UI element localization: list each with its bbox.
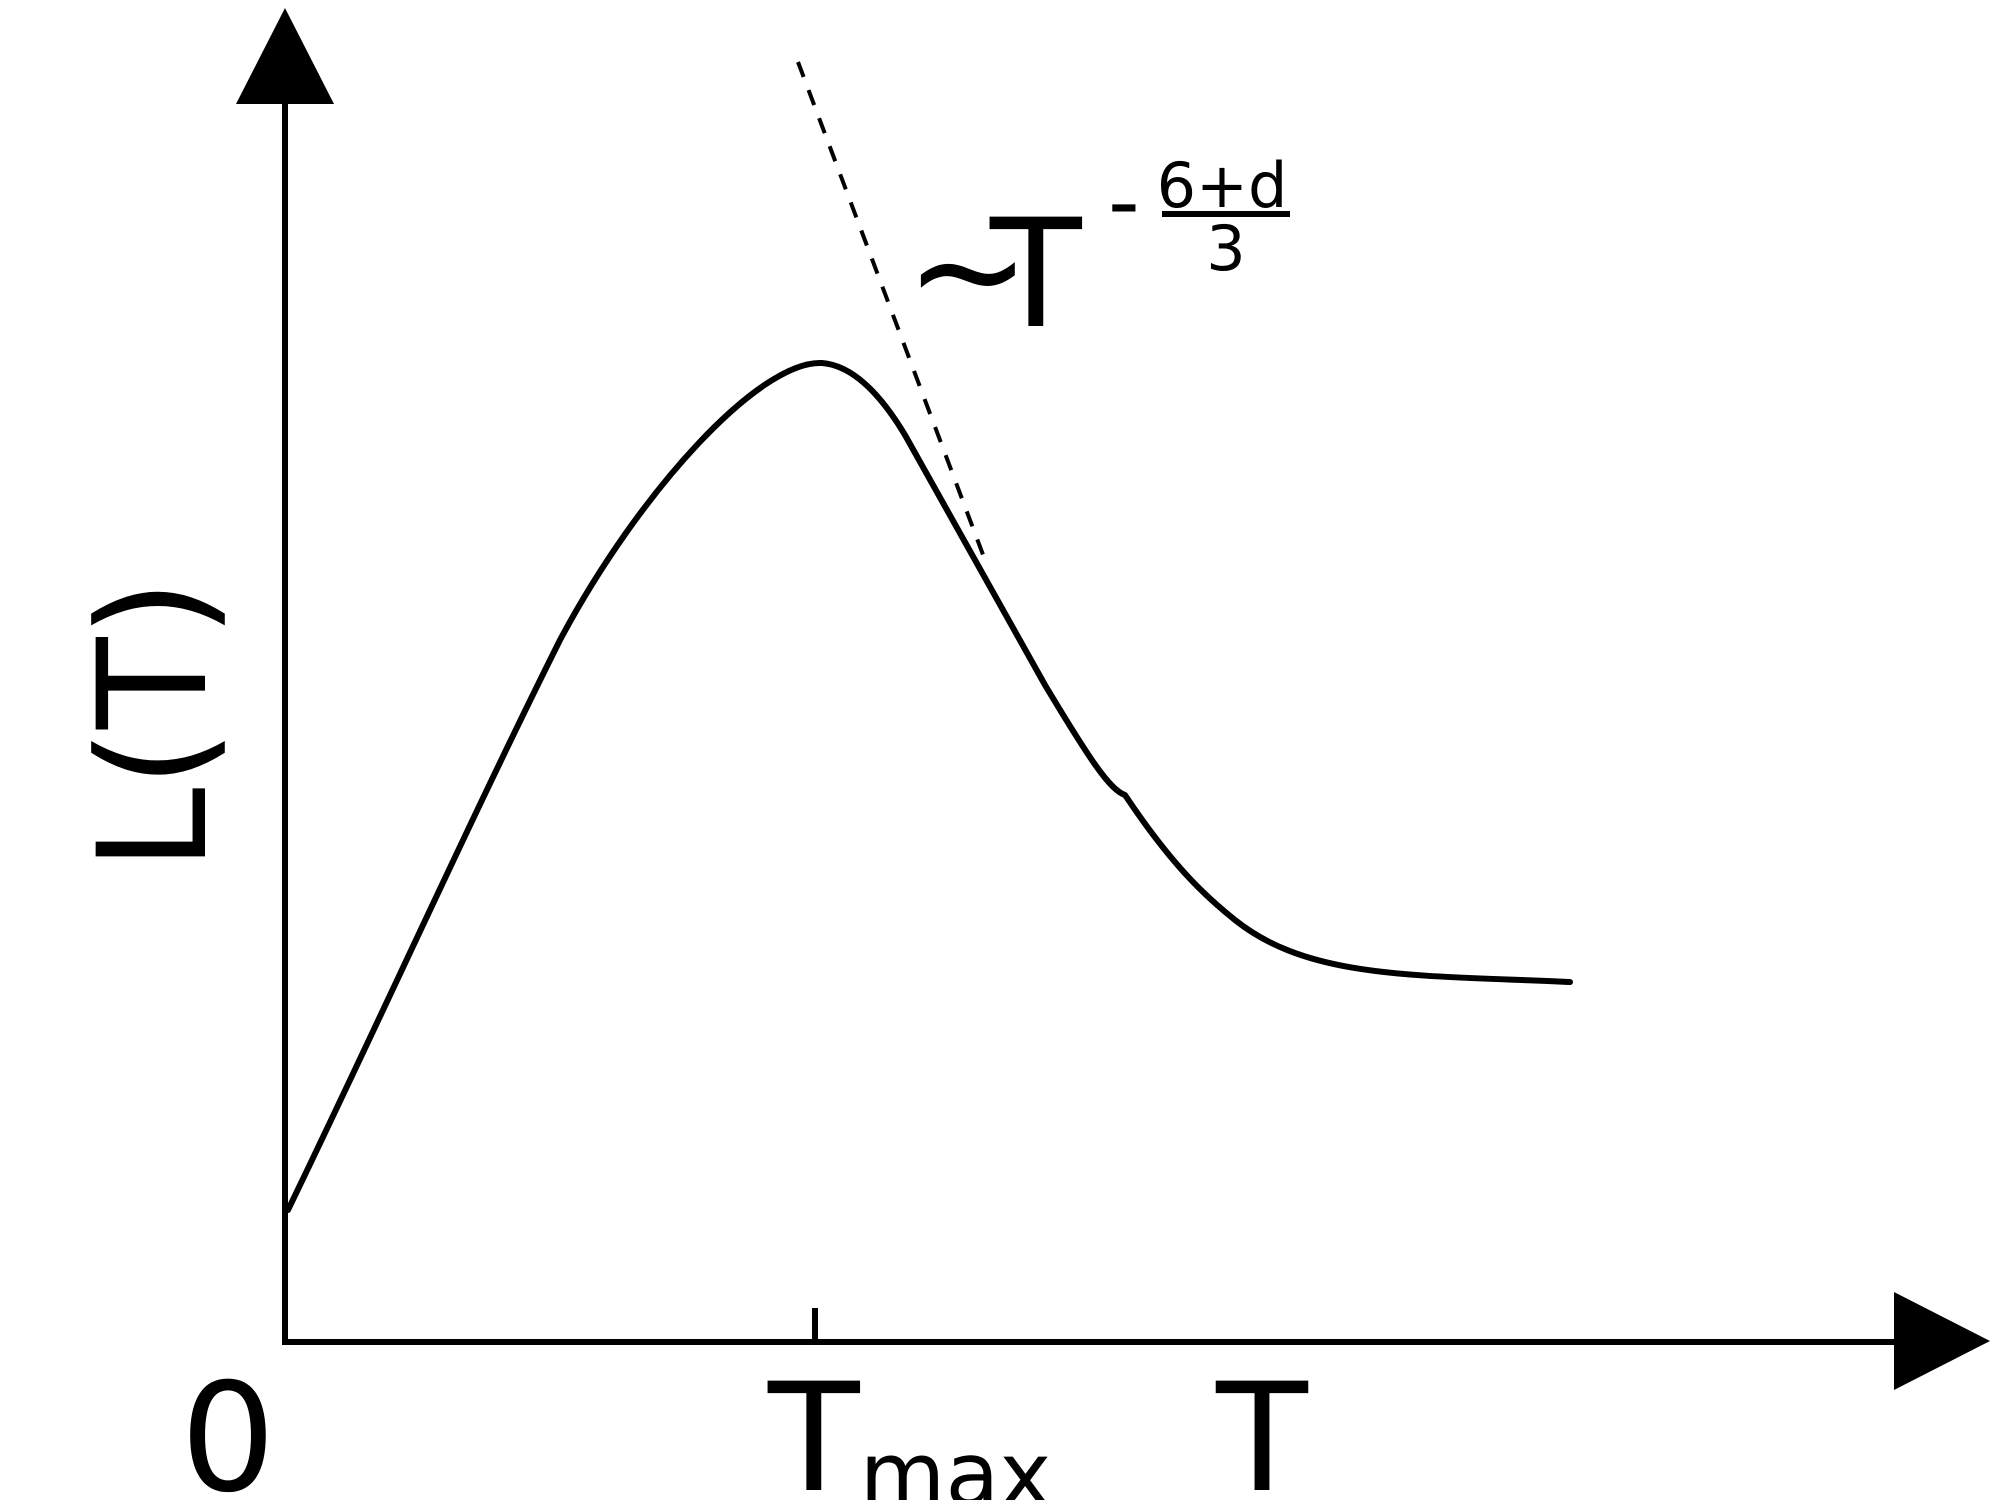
luminosity-curve [285, 359, 1573, 1213]
tmax-label: Tmax [767, 1352, 1051, 1500]
x-axis-label: T [1215, 1352, 1309, 1500]
y-axis-arrowhead [236, 8, 334, 104]
tmax-label-main: T [767, 1352, 861, 1500]
power-law-exponent-sign: - [1108, 150, 1140, 253]
x-axis-arrowhead [1894, 1292, 1990, 1390]
power-law-prefix: ~ [905, 184, 1031, 358]
tmax-label-subscript: max [860, 1423, 1052, 1500]
y-axis-label: L(T) [67, 579, 241, 871]
origin-label: 0 [180, 1352, 275, 1500]
power-law-exponent-denominator: 3 [1206, 212, 1245, 285]
power-law-exponent-numerator: 6+d [1157, 149, 1288, 222]
power-law-base: T [989, 188, 1083, 362]
